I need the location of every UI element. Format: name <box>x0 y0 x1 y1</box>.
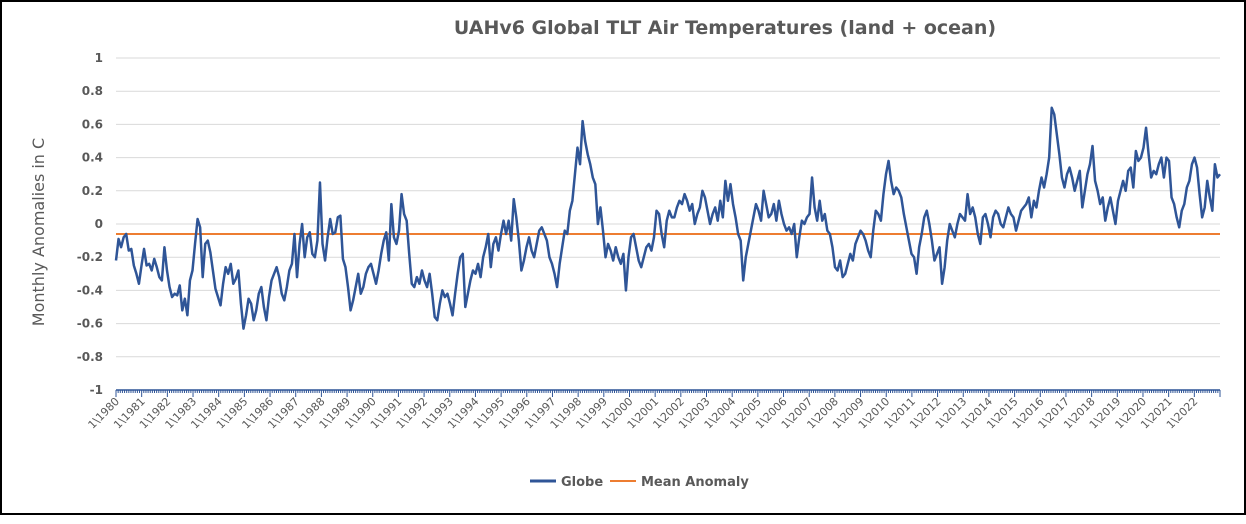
legend: Globe Mean Anomaly <box>530 475 749 490</box>
series-lines <box>114 106 1221 330</box>
y-tick-labels: 1 0.8 0.6 0.4 0.2 0 -0.2 -0.4 -0.6 -0.8 -1 <box>77 51 103 397</box>
y-axis-label: Monthly Anomalies in C <box>29 138 48 326</box>
y-tick-label: 0.4 <box>82 151 103 165</box>
gridlines <box>116 57 1220 358</box>
y-tick-label: -1 <box>90 383 103 397</box>
y-tick-label: 0 <box>95 217 103 231</box>
y-tick-label: -0.4 <box>77 283 103 297</box>
y-tick-label: -0.2 <box>77 250 103 264</box>
y-tick-label: -0.6 <box>77 317 103 331</box>
y-tick-label: 0.6 <box>82 117 103 131</box>
y-tick-label: 0.2 <box>82 184 103 198</box>
chart-title: UAHv6 Global TLT Air Temperatures (land … <box>454 17 996 39</box>
legend-mean-label: Mean Anomaly <box>641 475 749 490</box>
x-axis: 1\19801\19811\19821\19831\19841\19851\19… <box>86 389 1221 431</box>
globe-series-line <box>114 106 1221 330</box>
y-tick-label: 1 <box>95 51 103 65</box>
legend-globe-label: Globe <box>561 475 603 490</box>
y-tick-label: -0.8 <box>77 350 103 364</box>
y-tick-label: 0.8 <box>82 84 103 98</box>
